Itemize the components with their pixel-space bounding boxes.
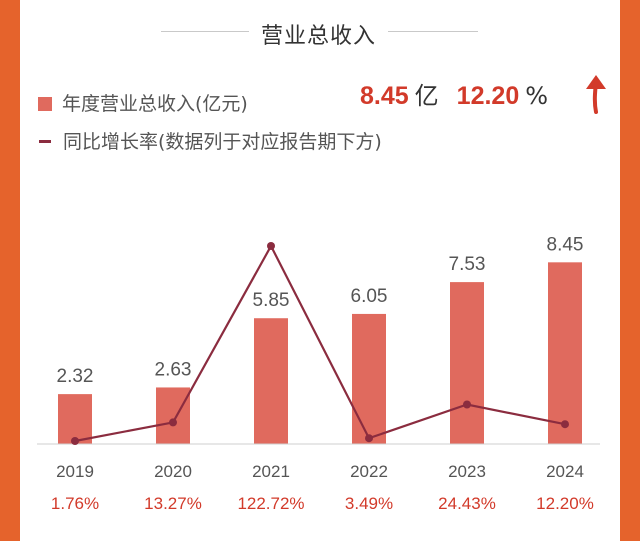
revenue-bar-2024 (548, 262, 582, 444)
revenue-value-label-2021: 5.85 (253, 290, 290, 311)
growth-rate-label-2021: 122.72% (237, 494, 304, 513)
x-tick-label-2021: 2021 (252, 462, 290, 481)
chart-title: 营业总收入 (260, 24, 376, 49)
revenue-value-label-2020: 2.63 (155, 359, 192, 380)
legend-item-growth: 同比增长率(数据列于对应报告期下方) (38, 127, 382, 153)
x-tick-label-2024: 2024 (546, 462, 584, 481)
chart-card: 营业总收入 年度营业总收入(亿元) 同比增长率(数据列于对应报告期下方) 8.4… (20, 0, 620, 541)
revenue-value-label-2024: 8.45 (547, 234, 584, 255)
revenue-bar-2022 (352, 313, 386, 444)
growth-rate-point-2022 (365, 434, 373, 443)
growth-rate-label-2022: 3.49% (345, 494, 393, 513)
x-tick-label-2019: 2019 (56, 462, 94, 481)
chart-plot: 2.32 2019 1.76% 2.63 2020 13.27% 5.85 2021 122.7… (37, 234, 600, 513)
x-tick-label-2023: 2023 (448, 462, 486, 481)
growth-rate-label-2023: 24.43% (438, 494, 496, 513)
legend-line-swatch (39, 140, 51, 143)
growth-rate-label-2024: 12.20% (536, 494, 594, 513)
x-tick-label-2020: 2020 (154, 462, 192, 481)
growth-rate-point-2021 (267, 242, 275, 250)
legend-bar-label: 年度营业总收入(亿元) (62, 93, 248, 115)
growth-rate-label-2019: 1.76% (51, 494, 99, 513)
up-arrow-icon (586, 75, 606, 114)
revenue-bar-2020 (156, 387, 190, 444)
growth-rate-point-2023 (463, 400, 471, 409)
revenue-bar-2021 (254, 318, 288, 444)
headline-revenue-unit: 亿 (414, 82, 439, 110)
title-divider-right (388, 31, 478, 32)
revenue-bar-2019 (58, 394, 92, 444)
growth-rate-point-2019 (71, 437, 79, 445)
headline-summary: 8.45 亿 12.20% (360, 76, 548, 111)
revenue-value-label-2019: 2.32 (57, 366, 94, 387)
legend-bar-swatch (38, 97, 52, 111)
legend-line-label: 同比增长率(数据列于对应报告期下方) (63, 131, 382, 153)
x-tick-label-2022: 2022 (350, 462, 388, 481)
legend-item-revenue: 年度营业总收入(亿元) (38, 89, 248, 115)
title-divider-left (161, 31, 249, 32)
revenue-value-label-2022: 6.05 (351, 286, 388, 307)
growth-rate-point-2024 (561, 420, 569, 429)
growth-rate-line (74, 243, 566, 443)
growth-rate-label-2020: 13.27% (144, 494, 202, 513)
revenue-bar-2023 (450, 282, 484, 444)
growth-rate-point-2020 (169, 418, 177, 427)
revenue-value-label-2023: 7.53 (449, 254, 486, 275)
headline-growth-value: 12.20 (456, 82, 520, 110)
headline-growth-unit: % (525, 82, 549, 110)
headline-revenue-value: 8.45 (360, 82, 409, 110)
